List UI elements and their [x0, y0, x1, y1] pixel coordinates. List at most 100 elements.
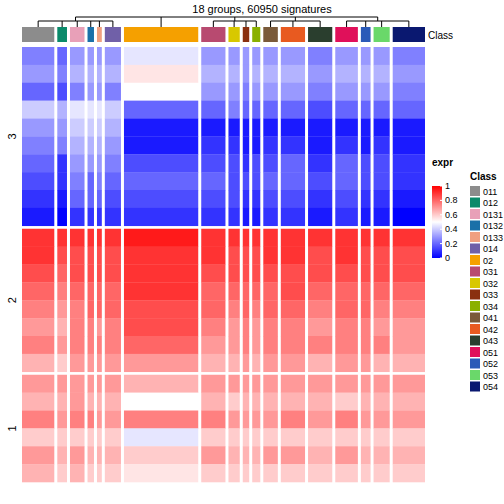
cell	[281, 464, 305, 482]
cell	[393, 172, 425, 190]
cell	[97, 172, 102, 190]
cell	[308, 393, 332, 411]
slice-label: 1	[6, 425, 18, 431]
cell	[105, 119, 121, 137]
cell	[252, 119, 260, 137]
cell	[57, 65, 67, 83]
cell	[97, 336, 102, 354]
cell	[393, 446, 425, 464]
cell	[88, 136, 94, 154]
dendrogram	[320, 21, 321, 27]
cell	[263, 83, 278, 101]
cell	[263, 336, 278, 354]
cell	[105, 464, 121, 482]
cell	[252, 393, 260, 411]
cell	[252, 190, 260, 208]
cell	[70, 265, 85, 283]
cell	[374, 446, 390, 464]
cell	[252, 354, 260, 372]
cell	[88, 119, 94, 137]
cell	[201, 375, 225, 393]
cell	[374, 411, 390, 429]
cell	[228, 136, 239, 154]
cell	[228, 154, 239, 172]
cell	[335, 393, 358, 411]
legend-label: 054	[483, 382, 498, 392]
cell	[124, 393, 198, 411]
cell	[201, 446, 225, 464]
cell	[228, 282, 239, 300]
cell	[393, 47, 425, 65]
cell	[308, 136, 332, 154]
cell	[105, 265, 121, 283]
cell	[393, 318, 425, 336]
cell	[361, 265, 371, 283]
legend-swatch	[470, 278, 480, 288]
cell	[124, 101, 198, 119]
legend-swatch	[470, 221, 480, 231]
cell	[228, 208, 239, 226]
cell	[263, 428, 278, 446]
cell	[105, 446, 121, 464]
cell	[243, 47, 249, 65]
cell	[263, 354, 278, 372]
cell	[124, 65, 198, 83]
cell	[243, 172, 249, 190]
title: 18 groups, 60950 signatures	[192, 3, 332, 15]
cell	[70, 375, 85, 393]
cell	[335, 354, 358, 372]
cell	[335, 375, 358, 393]
cell	[308, 65, 332, 83]
class-bar	[252, 27, 260, 42]
cell	[243, 83, 249, 101]
cell	[308, 154, 332, 172]
cell	[393, 393, 425, 411]
cell	[97, 101, 102, 119]
cell	[57, 446, 67, 464]
cell	[263, 247, 278, 265]
cell	[281, 336, 305, 354]
cell	[57, 136, 67, 154]
cell	[228, 464, 239, 482]
cell	[361, 464, 371, 482]
class-bar	[201, 27, 225, 42]
cell	[57, 300, 67, 318]
cell	[263, 190, 278, 208]
cell	[263, 47, 278, 65]
cell	[124, 229, 198, 247]
cell	[335, 446, 358, 464]
legend-label: 031	[483, 267, 498, 277]
dendrogram	[377, 17, 378, 21]
cell	[374, 154, 390, 172]
cell	[70, 154, 85, 172]
cell	[228, 119, 239, 137]
cell	[105, 136, 121, 154]
class-bar	[228, 27, 239, 42]
cell	[22, 208, 54, 226]
cell	[252, 265, 260, 283]
cell	[228, 83, 239, 101]
cell	[243, 65, 249, 83]
cell	[105, 154, 121, 172]
cell	[97, 300, 102, 318]
dendrogram	[99, 21, 100, 27]
cell	[374, 265, 390, 283]
cell	[70, 47, 85, 65]
legend-label: 0133	[483, 233, 503, 243]
legend-swatch	[470, 301, 480, 311]
class-bar	[70, 27, 85, 42]
cell	[22, 65, 54, 83]
cell	[281, 208, 305, 226]
cell	[335, 428, 358, 446]
cell	[70, 393, 85, 411]
cell	[308, 119, 332, 137]
cell	[361, 375, 371, 393]
cell	[228, 265, 239, 283]
cell	[70, 101, 85, 119]
dendrogram	[292, 21, 293, 27]
cell	[243, 336, 249, 354]
legend-label: 012	[483, 198, 498, 208]
cell	[308, 208, 332, 226]
cell	[228, 411, 239, 429]
cell	[361, 336, 371, 354]
